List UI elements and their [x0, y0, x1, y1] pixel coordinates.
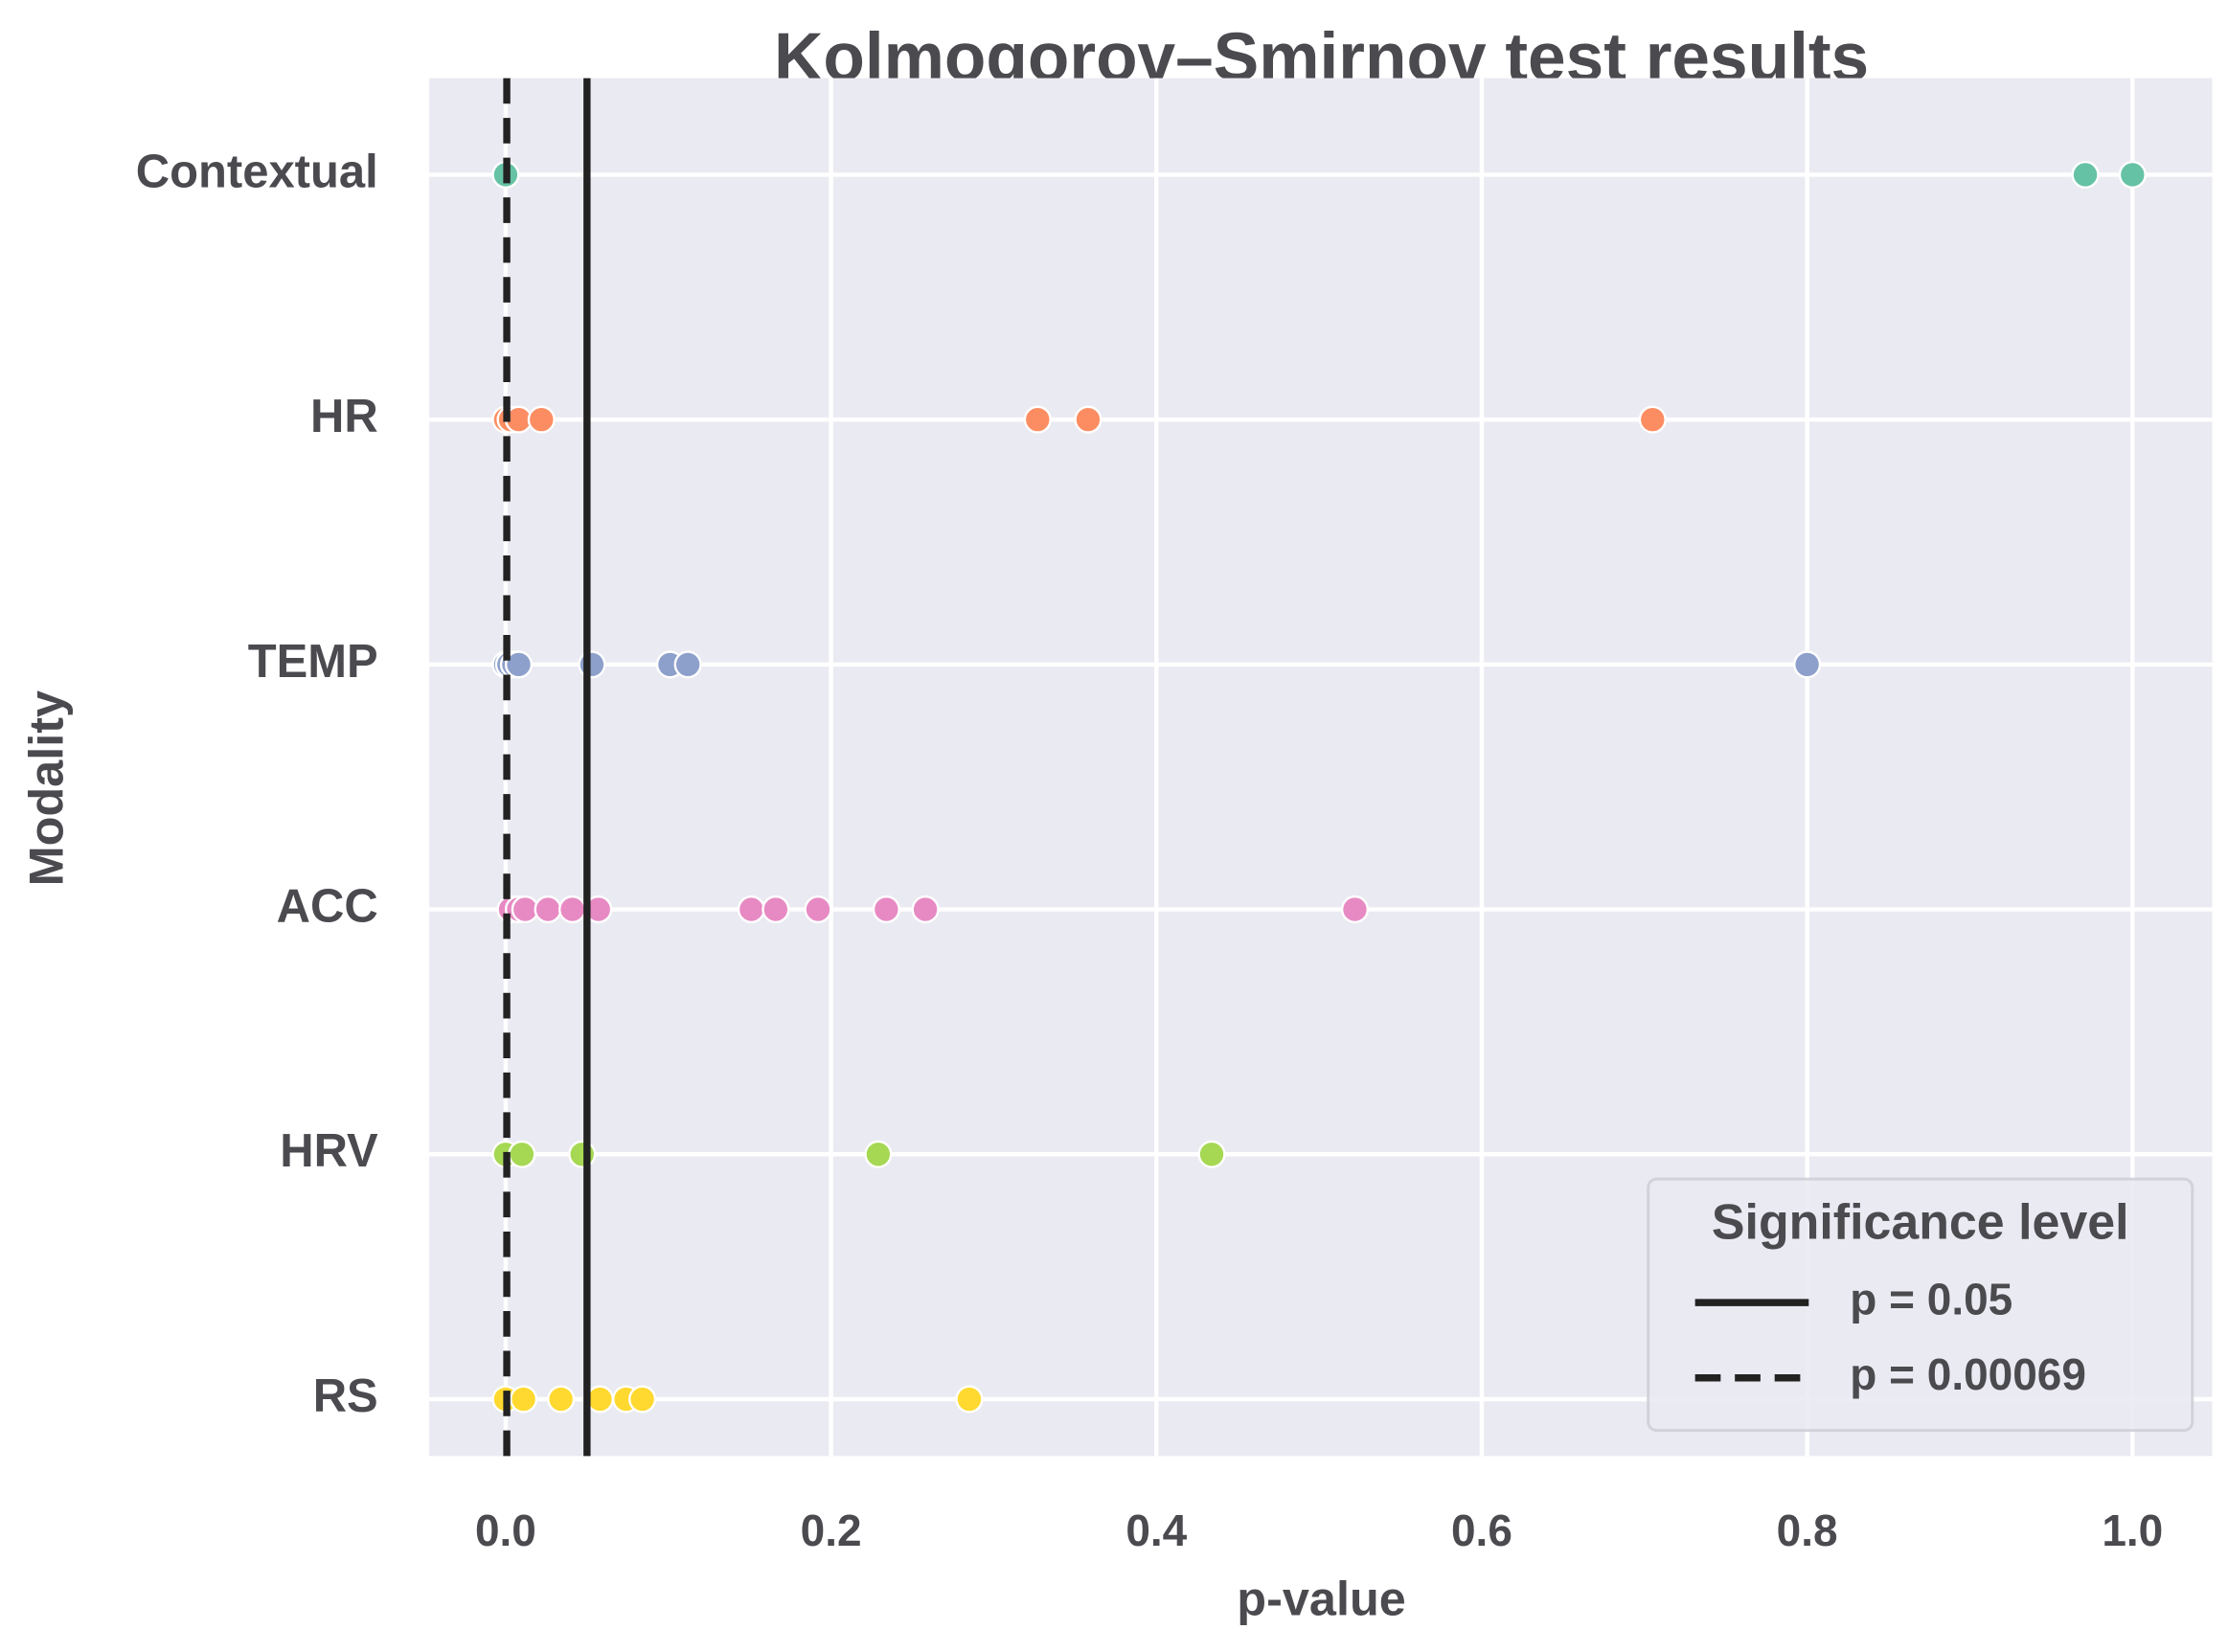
data-point [1793, 650, 1822, 679]
data-point [547, 1385, 576, 1414]
data-point [737, 895, 765, 924]
data-point [508, 1140, 536, 1168]
data-point [1340, 895, 1370, 924]
data-point [628, 1385, 657, 1414]
y-tick-label: ACC [277, 880, 378, 932]
data-point [2071, 160, 2100, 189]
legend-title: Significance level [1712, 1195, 2129, 1251]
data-point [527, 405, 556, 434]
data-point [1197, 1140, 1226, 1168]
x-tick-label: 0.8 [1777, 1505, 1838, 1555]
data-point [568, 1140, 597, 1168]
legend-label: p = 0.05 [1850, 1274, 2012, 1324]
data-point [504, 650, 534, 679]
data-point [1638, 405, 1667, 434]
y-tick-label: HR [310, 391, 378, 442]
y-axis-label: Modality [18, 690, 73, 886]
x-tick-label: 0.0 [475, 1505, 536, 1555]
data-point [911, 895, 940, 924]
legend-box [1647, 1177, 2194, 1433]
x-tick-label: 1.0 [2102, 1505, 2163, 1555]
data-point [578, 650, 606, 679]
data-point [510, 1385, 538, 1414]
data-point [872, 895, 900, 924]
data-point [673, 650, 702, 679]
data-point [762, 895, 790, 924]
x-tick-label: 0.4 [1125, 1505, 1187, 1555]
data-point [804, 895, 832, 924]
data-point [534, 895, 562, 924]
data-point [864, 1140, 893, 1168]
data-point [955, 1385, 984, 1414]
data-point [2118, 160, 2147, 189]
y-tick-label: Contextual [136, 146, 378, 197]
data-point [558, 895, 587, 924]
x-tick-label: 0.6 [1451, 1505, 1512, 1555]
x-axis-label: p-value [1237, 1571, 1405, 1625]
data-point [1023, 405, 1052, 434]
y-tick-label: TEMP [248, 636, 378, 688]
data-point [585, 1385, 614, 1414]
legend-label: p = 0.00069 [1850, 1349, 2086, 1399]
y-tick-label: RS [313, 1370, 378, 1422]
y-tick-label: HRV [280, 1125, 378, 1177]
data-point [1074, 405, 1103, 434]
x-tick-label: 0.2 [801, 1505, 862, 1555]
